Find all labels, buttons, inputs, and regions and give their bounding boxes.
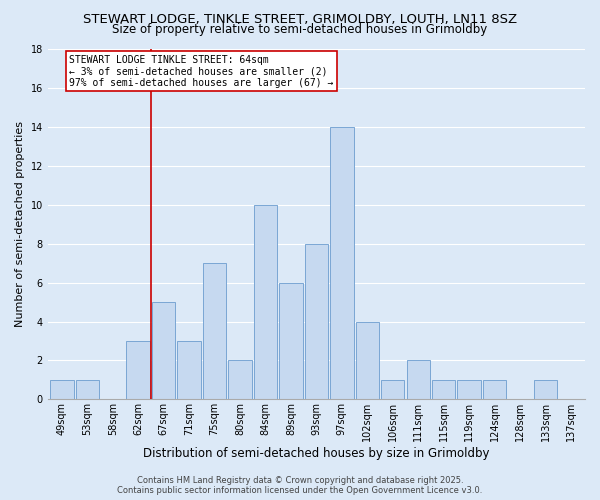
Bar [203,263,226,400]
Bar [330,127,353,400]
Y-axis label: Number of semi-detached properties: Number of semi-detached properties [15,121,25,327]
Bar [279,282,302,400]
Bar [76,380,99,400]
Text: STEWART LODGE TINKLE STREET: 64sqm
← 3% of semi-detached houses are smaller (2)
: STEWART LODGE TINKLE STREET: 64sqm ← 3% … [70,55,334,88]
Bar [534,380,557,400]
Text: STEWART LODGE, TINKLE STREET, GRIMOLDBY, LOUTH, LN11 8SZ: STEWART LODGE, TINKLE STREET, GRIMOLDBY,… [83,12,517,26]
Text: Size of property relative to semi-detached houses in Grimoldby: Size of property relative to semi-detach… [112,22,488,36]
X-axis label: Distribution of semi-detached houses by size in Grimoldby: Distribution of semi-detached houses by … [143,447,490,460]
Bar [229,360,252,400]
Bar [152,302,175,400]
Bar [457,380,481,400]
Bar [432,380,455,400]
Bar [178,341,201,400]
Bar [254,204,277,400]
Bar [127,341,150,400]
Bar [305,244,328,400]
Bar [483,380,506,400]
Text: Contains HM Land Registry data © Crown copyright and database right 2025.
Contai: Contains HM Land Registry data © Crown c… [118,476,482,495]
Bar [407,360,430,400]
Bar [50,380,74,400]
Bar [381,380,404,400]
Bar [356,322,379,400]
